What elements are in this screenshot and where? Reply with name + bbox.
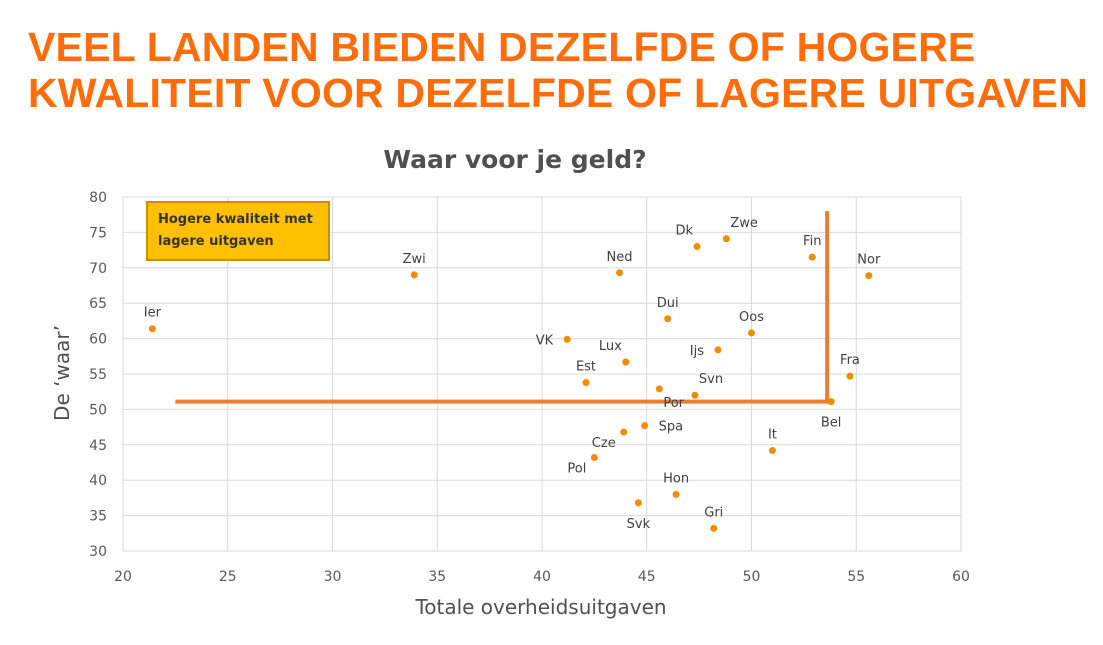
slide-headline: VEEL LANDEN BIEDEN DEZELFDE OF HOGERE KW… [28, 24, 1103, 116]
callout-line-2: lagere uitgaven [158, 234, 274, 249]
point-label-ier: Ier [144, 306, 162, 321]
point-label-spa: Spa [659, 420, 683, 435]
data-point-pol [590, 454, 598, 462]
point-label-hon: Hon [663, 471, 689, 486]
y-axis-label: De ‘waar’ [50, 325, 74, 421]
y-tick-label: 30 [89, 544, 107, 560]
data-point-gri [710, 524, 718, 532]
point-label-ned: Ned [607, 250, 633, 265]
data-point-nor [865, 272, 873, 280]
data-point-por [655, 385, 663, 393]
y-tick-label: 35 [89, 509, 107, 525]
y-tick-label: 70 [89, 261, 107, 277]
data-point-lux [622, 358, 630, 366]
data-point-cze [620, 428, 628, 436]
chart-title: Waar voor je geld? [383, 145, 646, 174]
y-tick-label: 40 [89, 473, 107, 489]
data-point-dk [693, 243, 701, 251]
x-tick-label: 50 [743, 569, 761, 585]
data-point-bel [827, 398, 835, 406]
data-point-ned [616, 269, 624, 277]
data-point-spa [641, 422, 649, 430]
point-label-zwi: Zwi [403, 252, 426, 267]
data-point-dui [664, 315, 672, 323]
y-tick-label: 75 [89, 225, 107, 241]
data-point-svk [634, 499, 642, 507]
point-label-fin: Fin [803, 234, 821, 249]
x-tick-label: 45 [638, 569, 656, 585]
data-point-svn [691, 391, 699, 399]
point-label-pol: Pol [567, 462, 586, 477]
point-label-svk: Svk [627, 517, 651, 532]
y-tick-label: 50 [89, 402, 107, 418]
data-point-vk [563, 335, 571, 343]
point-label-svn: Svn [699, 372, 723, 387]
point-label-vk: VK [536, 333, 554, 348]
chart-gridlines [122, 196, 962, 552]
point-label-dk: Dk [675, 224, 693, 239]
point-label-oos: Oos [739, 310, 764, 325]
data-point-ier [148, 325, 156, 333]
x-tick-label: 55 [847, 569, 865, 585]
data-point-est [582, 378, 590, 386]
x-tick-label: 40 [533, 569, 551, 585]
data-point-zwi [410, 271, 418, 279]
point-label-ijs: Ijs [690, 344, 704, 359]
y-tick-label: 55 [89, 367, 107, 383]
y-tick-label: 45 [89, 438, 107, 454]
x-tick-label: 30 [324, 569, 342, 585]
point-label-zwe: Zwe [730, 216, 758, 231]
point-label-cze: Cze [592, 436, 616, 451]
data-point-fra [846, 372, 854, 380]
x-tick-label: 20 [114, 569, 132, 585]
data-point-hon [672, 490, 680, 498]
point-label-it: It [768, 427, 777, 442]
x-tick-label: 35 [428, 569, 446, 585]
x-tick-label: 60 [952, 569, 970, 585]
data-point-ijs [714, 346, 722, 354]
callout-line-1: Hogere kwaliteit met [158, 212, 313, 227]
headline-line-1: VEEL LANDEN BIEDEN DEZELFDE OF HOGERE [28, 24, 976, 70]
headline-line-2: KWALITEIT VOOR DEZELFDE OF LAGERE UITGAV… [28, 70, 1088, 116]
point-label-por: Por [663, 396, 684, 411]
y-tick-label: 60 [89, 332, 107, 348]
y-tick-label: 80 [89, 190, 107, 206]
point-label-dui: Dui [657, 296, 679, 311]
data-point-it [768, 446, 776, 454]
point-label-nor: Nor [857, 253, 881, 268]
y-tick-label: 65 [89, 296, 107, 312]
data-point-fin [808, 253, 816, 261]
point-label-lux: Lux [599, 339, 622, 354]
chart-tick-labels: 20 25 30 35 40 45 50 55 60 30 35 40 45 50 55 60 65 70 75 80 [89, 190, 970, 585]
x-tick-label: 25 [219, 569, 237, 585]
point-label-gri: Gri [704, 505, 723, 520]
quadrant-callout: Hogere kwaliteit met lagere uitgaven [146, 201, 330, 261]
x-axis-label: Totale overheidsuitgaven [414, 595, 666, 619]
data-point-zwe [722, 235, 730, 243]
point-label-est: Est [576, 359, 596, 374]
data-point-oos [748, 329, 755, 337]
point-label-fra: Fra [840, 353, 860, 368]
point-label-bel: Bel [821, 416, 842, 431]
threshold-lines [175, 211, 832, 404]
